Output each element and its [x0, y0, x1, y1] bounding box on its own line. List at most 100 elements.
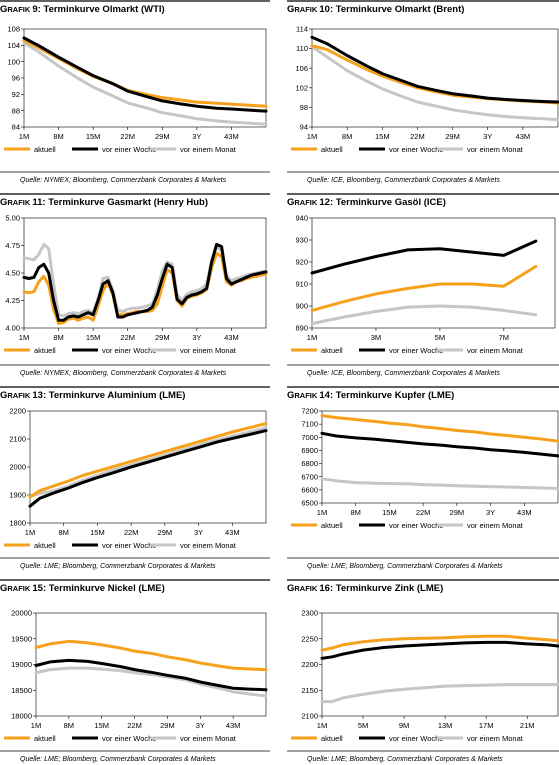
- legend-label-woche: vor einer Woche: [389, 734, 443, 743]
- series-line-woche: [320, 640, 559, 660]
- y-tick-label: 2100: [9, 435, 26, 444]
- x-tick-label: 22M: [120, 132, 135, 141]
- series-line-monat: [310, 304, 538, 326]
- chart-title-text: 13: Terminkurve Aluminium (LME): [32, 390, 185, 401]
- x-tick-label: 8M: [59, 528, 69, 537]
- chart-title-prefix-rest: RAFIK: [7, 391, 32, 400]
- y-tick-label: 2250: [301, 634, 318, 643]
- chart-title: GRAFIK 13: Terminkurve Aluminium (LME): [0, 390, 185, 401]
- chart-title-prefix: G: [287, 197, 294, 208]
- legend-label-aktuell: aktuell: [34, 145, 56, 154]
- y-tick-label: 92: [12, 90, 20, 99]
- y-tick-label: 108: [7, 25, 20, 34]
- y-tick-label: 2200: [301, 660, 318, 669]
- x-tick-label: 3Y: [196, 721, 205, 730]
- chart-title: GRAFIK 11: Terminkurve Gasmarkt (Henry H…: [0, 197, 208, 208]
- series-line-aktuell: [34, 639, 268, 672]
- series-line-woche: [22, 242, 268, 322]
- x-tick-label: 15M: [94, 721, 109, 730]
- x-tick-label: 8M: [351, 508, 361, 517]
- series-line-aktuell: [320, 414, 559, 443]
- chart-title-prefix-rest: RAFIK: [7, 584, 32, 593]
- chart-title-text: 15: Terminkurve Nickel (LME): [32, 583, 164, 594]
- plot-frame: [311, 28, 559, 128]
- series-line-monat: [310, 45, 559, 122]
- x-tick-label: 15M: [86, 132, 101, 141]
- x-tick-label: 1M: [307, 132, 317, 141]
- series-line-woche: [34, 658, 268, 692]
- y-tick-label: 7000: [301, 433, 318, 442]
- chart-title-prefix: G: [287, 390, 294, 401]
- legend-label-woche: vor einer Woche: [102, 346, 156, 355]
- series-line-woche: [310, 35, 559, 104]
- legend-label-monat: vor einem Monat: [467, 145, 524, 154]
- plot-frame: [29, 410, 267, 524]
- y-tick-label: 6500: [301, 499, 318, 508]
- series-line-aktuell: [310, 44, 559, 105]
- y-tick-label: 4.25: [5, 296, 20, 305]
- x-tick-label: 8M: [64, 721, 74, 730]
- chart-title-text: 10: Terminkurve Olmarkt (Brent): [319, 4, 464, 15]
- x-tick-label: 13M: [438, 721, 453, 730]
- y-tick-label: 1900: [9, 491, 26, 500]
- chart-title-prefix: G: [0, 583, 7, 594]
- x-tick-label: 29M: [445, 132, 460, 141]
- x-tick-label: 3Y: [192, 132, 201, 141]
- chart-title: GRAFIK 15: Terminkurve Nickel (LME): [0, 583, 165, 594]
- legend-label-aktuell: aktuell: [321, 145, 343, 154]
- x-tick-label: 1M: [317, 721, 327, 730]
- chart-title-prefix-rest: RAFIK: [7, 198, 32, 207]
- y-tick-label: 5.00: [5, 214, 20, 223]
- chart-source: Quelle: ICE, Bloomberg, Commerzbank Corp…: [307, 177, 500, 184]
- x-tick-label: 3Y: [194, 528, 203, 537]
- legend-label-monat: vor einem Monat: [467, 521, 524, 530]
- x-tick-label: 29M: [450, 508, 465, 517]
- series-line-aktuell: [22, 251, 268, 326]
- x-tick-label: 8M: [342, 132, 352, 141]
- legend-label-monat: vor einem Monat: [180, 734, 237, 743]
- x-tick-label: 5M: [435, 333, 445, 342]
- x-tick-label: 43M: [226, 721, 241, 730]
- chart-title: GRAFIK 9: Terminkurve Olmarkt (WTI): [0, 4, 165, 15]
- legend-label-aktuell: aktuell: [34, 541, 56, 550]
- legend-label-aktuell: aktuell: [321, 734, 343, 743]
- plot-frame: [321, 612, 559, 717]
- chart-title-prefix: G: [287, 583, 294, 594]
- y-tick-label: 4.00: [5, 324, 20, 333]
- y-tick-label: 4.50: [5, 269, 20, 278]
- chart-title-text: 16: Terminkurve Zink (LME): [319, 583, 443, 594]
- x-tick-label: 43M: [224, 333, 239, 342]
- y-tick-label: 104: [7, 41, 20, 50]
- y-tick-label: 19000: [11, 660, 32, 669]
- chart-source: Quelle: LME; Bloomberg, Commerzbank Corp…: [20, 563, 216, 570]
- chart-title-prefix: G: [287, 4, 294, 15]
- series-line-woche: [310, 239, 538, 275]
- x-tick-label: 7M: [499, 333, 509, 342]
- y-tick-label: 890: [295, 324, 308, 333]
- x-tick-label: 43M: [225, 528, 240, 537]
- legend-label-monat: vor einem Monat: [180, 346, 237, 355]
- chart-panel-6: GRAFIK 14: Terminkurve Kupfer (LME) 6500 6…: [287, 386, 559, 570]
- plot-frame: [23, 28, 267, 128]
- x-tick-label: 17M: [479, 721, 494, 730]
- chart-title: GRAFIK 14: Terminkurve Kupfer (LME): [287, 390, 454, 401]
- y-tick-label: 106: [295, 64, 308, 73]
- y-tick-label: 900: [295, 302, 308, 311]
- chart-source: Quelle: LME; Bloomberg, Commerzbank Corp…: [20, 756, 216, 763]
- y-tick-label: 910: [295, 280, 308, 289]
- chart-title-prefix-rest: RAFIK: [294, 391, 319, 400]
- plot-frame: [35, 612, 267, 717]
- x-tick-label: 15M: [90, 528, 105, 537]
- chart-panel-1: GRAFIK 9: Terminkurve Olmarkt (WTI) 84 88 9…: [0, 0, 270, 184]
- x-tick-label: 1M: [19, 132, 29, 141]
- x-tick-label: 29M: [158, 528, 173, 537]
- chart-panel-4: GRAFIK 12: Terminkurve Gasöl (ICE) 890 900…: [287, 193, 559, 377]
- chart-panel-3: GRAFIK 11: Terminkurve Gasmarkt (Henry H…: [0, 193, 270, 377]
- y-tick-label: 6800: [301, 459, 318, 468]
- legend-label-woche: vor einer Woche: [102, 541, 156, 550]
- y-tick-label: 20000: [11, 609, 32, 618]
- legend-label-monat: vor einem Monat: [180, 541, 237, 550]
- legend-label-aktuell: aktuell: [321, 521, 343, 530]
- legend-label-aktuell: aktuell: [321, 346, 343, 355]
